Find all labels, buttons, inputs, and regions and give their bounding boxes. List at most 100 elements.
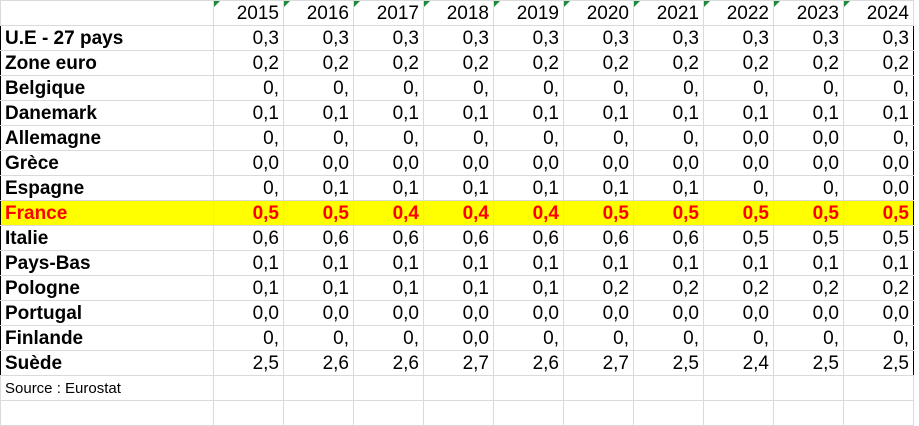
value-cell[interactable]: 0,6 [423,225,494,251]
value-cell[interactable]: 0,1 [633,100,704,126]
empty-cell[interactable] [773,375,844,401]
value-cell[interactable]: 0,0 [423,325,494,351]
value-cell[interactable]: 0,1 [493,175,564,201]
value-cell[interactable]: 0,2 [773,50,844,76]
value-cell[interactable]: 0,3 [423,25,494,51]
value-cell[interactable]: 0,5 [773,200,844,226]
value-cell[interactable]: 0,2 [703,275,774,301]
value-cell[interactable]: 0,0 [563,300,634,326]
country-name-cell[interactable]: Pologne [0,275,214,301]
value-cell[interactable]: 0,3 [843,25,914,51]
value-cell[interactable]: 0, [843,325,914,351]
value-cell[interactable]: 2,6 [493,350,564,376]
value-cell[interactable]: 2,5 [213,350,284,376]
value-cell[interactable]: 0,2 [633,50,704,76]
empty-cell[interactable] [563,400,634,426]
value-cell[interactable]: 0, [493,125,564,151]
country-name-cell[interactable]: Portugal [0,300,214,326]
empty-cell[interactable] [283,375,354,401]
value-cell[interactable]: 0, [423,75,494,101]
value-cell[interactable]: 0, [353,325,424,351]
value-cell[interactable]: 0,1 [423,100,494,126]
value-cell[interactable]: 0,0 [843,150,914,176]
value-cell[interactable]: 0,0 [703,300,774,326]
value-cell[interactable]: 0,3 [353,25,424,51]
value-cell[interactable]: 0,5 [283,200,354,226]
value-cell[interactable]: 0,1 [843,100,914,126]
value-cell[interactable]: 0,2 [353,50,424,76]
value-cell[interactable]: 0,2 [563,275,634,301]
country-name-cell[interactable]: Italie [0,225,214,251]
value-cell[interactable]: 0,6 [213,225,284,251]
value-cell[interactable]: 0,1 [493,275,564,301]
value-cell[interactable]: 0,1 [703,100,774,126]
value-cell[interactable]: 2,7 [423,350,494,376]
value-cell[interactable]: 0,1 [423,175,494,201]
country-name-cell[interactable]: Belgique [0,75,214,101]
value-cell[interactable]: 0, [703,75,774,101]
value-cell[interactable]: 0,1 [213,275,284,301]
year-header-cell[interactable]: 2015 [213,0,284,26]
value-cell[interactable]: 0,5 [703,225,774,251]
value-cell[interactable]: 0,1 [423,250,494,276]
year-header-cell[interactable]: 2017 [353,0,424,26]
value-cell[interactable]: 0,3 [213,25,284,51]
value-cell[interactable]: 0, [283,125,354,151]
value-cell[interactable]: 2,5 [773,350,844,376]
value-cell[interactable]: 0,2 [703,50,774,76]
empty-cell[interactable] [213,375,284,401]
value-cell[interactable]: 0, [633,125,704,151]
value-cell[interactable]: 0,0 [843,300,914,326]
value-cell[interactable]: 0, [213,125,284,151]
value-cell[interactable]: 0,0 [633,300,704,326]
value-cell[interactable]: 0,1 [703,250,774,276]
value-cell[interactable]: 0, [563,75,634,101]
value-cell[interactable]: 0, [633,75,704,101]
value-cell[interactable]: 0,6 [563,225,634,251]
value-cell[interactable]: 0, [843,75,914,101]
value-cell[interactable]: 0,1 [493,250,564,276]
value-cell[interactable]: 0, [703,175,774,201]
empty-cell[interactable] [773,400,844,426]
value-cell[interactable]: 0,1 [283,275,354,301]
value-cell[interactable]: 0,1 [633,250,704,276]
value-cell[interactable]: 0,0 [423,150,494,176]
value-cell[interactable]: 0, [213,75,284,101]
value-cell[interactable]: 0,6 [633,225,704,251]
value-cell[interactable]: 0,1 [563,250,634,276]
value-cell[interactable]: 0,0 [773,125,844,151]
empty-cell[interactable] [633,400,704,426]
value-cell[interactable]: 0, [213,175,284,201]
value-cell[interactable]: 0, [283,325,354,351]
value-cell[interactable]: 2,5 [843,350,914,376]
value-cell[interactable]: 0,1 [283,100,354,126]
value-cell[interactable]: 0,1 [353,275,424,301]
value-cell[interactable]: 0,4 [493,200,564,226]
value-cell[interactable]: 0,1 [773,100,844,126]
value-cell[interactable]: 0,5 [843,200,914,226]
empty-cell[interactable] [353,375,424,401]
country-name-cell[interactable]: Pays-Bas [0,250,214,276]
year-header-cell[interactable]: 2020 [563,0,634,26]
value-cell[interactable]: 0,0 [353,150,424,176]
empty-cell[interactable] [633,375,704,401]
value-cell[interactable]: 0,4 [423,200,494,226]
empty-cell[interactable] [563,375,634,401]
value-cell[interactable]: 0,0 [493,150,564,176]
country-name-cell[interactable]: Grèce [0,150,214,176]
value-cell[interactable]: 0, [703,325,774,351]
value-cell[interactable]: 0,4 [353,200,424,226]
country-name-cell[interactable]: Suède [0,350,214,376]
value-cell[interactable]: 0,6 [283,225,354,251]
value-cell[interactable]: 2,6 [353,350,424,376]
value-cell[interactable]: 0, [563,325,634,351]
empty-cell[interactable] [703,375,774,401]
header-corner-cell[interactable] [0,0,214,26]
value-cell[interactable]: 0,0 [633,150,704,176]
value-cell[interactable]: 0,1 [773,250,844,276]
empty-cell[interactable] [423,400,494,426]
value-cell[interactable]: 0, [493,75,564,101]
value-cell[interactable]: 0,5 [633,200,704,226]
value-cell[interactable]: 2,4 [703,350,774,376]
value-cell[interactable]: 0,1 [633,175,704,201]
